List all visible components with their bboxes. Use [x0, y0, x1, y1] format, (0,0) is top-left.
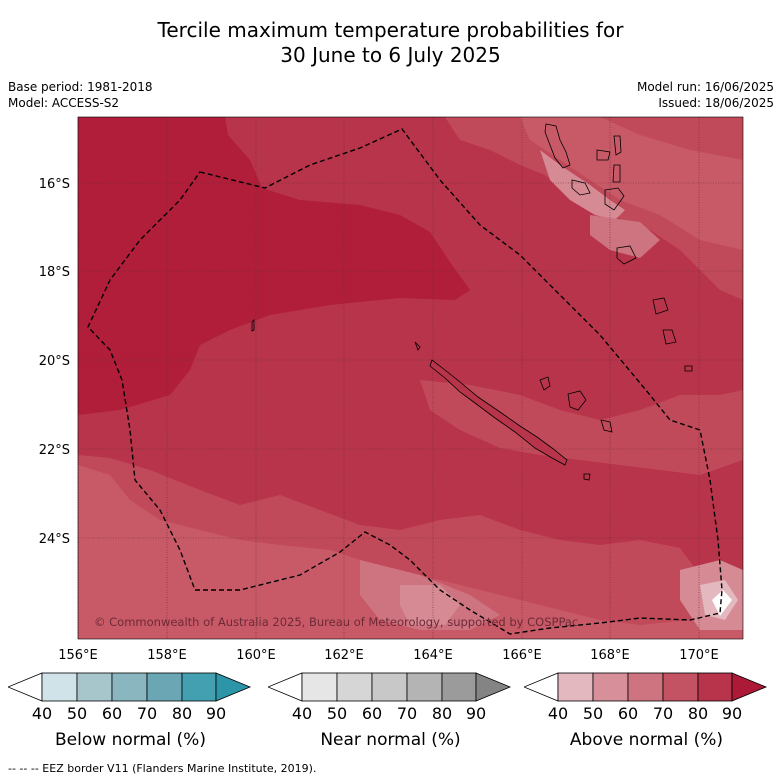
lon-label: 160°E [236, 648, 276, 663]
map-frame [77, 116, 744, 640]
tick: 70 [396, 704, 418, 723]
gridlines [77, 117, 743, 639]
tick: 80 [171, 704, 193, 723]
map-title-line2: 30 June to 6 July 2025 [280, 43, 501, 67]
vanuatu-efate [616, 245, 637, 265]
lat-label: 22°S [39, 443, 70, 458]
vanuatu-erromango [652, 297, 669, 315]
lat-label: 18°S [39, 265, 70, 280]
vanuatu-malekula [571, 179, 591, 196]
vanuatu-ambrym [604, 187, 625, 211]
tick: 60 [361, 704, 383, 723]
tick: 80 [431, 704, 453, 723]
field-50-60-south [400, 585, 460, 625]
meta-right: Model run: 16/06/2025 Issued: 18/06/2025 [637, 79, 774, 111]
map-title-line1: Tercile maximum temperature probabilitie… [157, 18, 624, 42]
loyalty-island-2 [567, 390, 587, 411]
loyalty-island-3 [600, 419, 613, 433]
lat-label: 24°S [39, 532, 70, 547]
vanuatu-espiritu-santo [544, 123, 571, 169]
tick: 70 [652, 704, 674, 723]
field-60-70-mid [590, 215, 660, 258]
eez-border [87, 128, 723, 635]
islet-1 [414, 341, 421, 351]
tick: 40 [31, 704, 53, 723]
colorbar-below: 40 50 60 70 80 90 Below normal (%) [6, 671, 253, 771]
tick: 50 [66, 704, 88, 723]
vanuatu-maewo [613, 135, 622, 156]
tick: 40 [291, 704, 313, 723]
lon-label: 168°E [590, 648, 630, 663]
field-above-90 [78, 117, 470, 415]
colorbar-above-scale [522, 672, 768, 702]
field-70-80-center [420, 380, 743, 475]
colorbar-above: 40 50 60 70 80 90 Above normal (%) [522, 671, 769, 771]
meta-left: Base period: 1981-2018 Model: ACCESS-S2 [8, 79, 153, 111]
lon-labels: 156°E 158°E 160°E 162°E 164°E 166°E 168°… [58, 648, 719, 663]
field-40-se [712, 590, 732, 616]
issued-date: Issued: 18/06/2025 [658, 96, 774, 110]
vanuatu-ambae [596, 149, 611, 161]
lat-label: 20°S [39, 354, 70, 369]
vanuatu-tanna [662, 329, 677, 345]
model-run: Model run: 16/06/2025 [636, 80, 774, 94]
field-60-70-ne [540, 150, 625, 220]
map-title: Tercile maximum temperature probabilitie… [0, 18, 781, 68]
vanuatu-aneityum [684, 365, 693, 372]
colorbar-near: 40 50 60 70 80 90 Near normal (%) [266, 671, 513, 771]
copyright-notice: © Commonwealth of Australia 2025, Bureau… [94, 615, 578, 629]
chesterfield-islet [251, 319, 255, 332]
tick: 70 [136, 704, 158, 723]
probability-field [78, 117, 743, 639]
lon-label: 158°E [147, 648, 187, 663]
colorbar-near-scale [266, 672, 512, 702]
tick: 50 [326, 704, 348, 723]
tick: 90 [721, 704, 743, 723]
model-name: Model: ACCESS-S2 [8, 96, 120, 110]
eez-legend-footer: -- -- -- EEZ border V11 (Flanders Marine… [8, 762, 317, 775]
isle-of-pines [583, 473, 591, 481]
lon-label: 156°E [58, 648, 98, 663]
colorbar-label: Above normal (%) [569, 730, 724, 750]
tick: 50 [582, 704, 604, 723]
lon-label: 170°E [679, 648, 719, 663]
loyalty-island-1 [539, 376, 551, 391]
tick: 60 [617, 704, 639, 723]
lon-label: 162°E [324, 648, 364, 663]
lon-label: 166°E [502, 648, 542, 663]
field-70-80-ne2 [520, 117, 743, 250]
colorbar-below-scale [6, 672, 252, 702]
vanuatu-pentecost [612, 164, 621, 183]
tick: 90 [465, 704, 487, 723]
base-period: Base period: 1981-2018 [8, 80, 153, 94]
lat-label: 16°S [39, 177, 70, 192]
colorbar-label: Near normal (%) [320, 730, 461, 750]
lat-labels: 16°S 18°S 20°S 22°S 24°S [39, 177, 70, 547]
tick: 60 [101, 704, 123, 723]
new-caledonia-island [429, 359, 568, 466]
colorbar-label: Below normal (%) [55, 730, 206, 750]
field-70-80-south2 [78, 465, 743, 639]
tick: 90 [205, 704, 227, 723]
tick: 80 [687, 704, 709, 723]
lon-label: 164°E [413, 648, 453, 663]
tick: 40 [547, 704, 569, 723]
